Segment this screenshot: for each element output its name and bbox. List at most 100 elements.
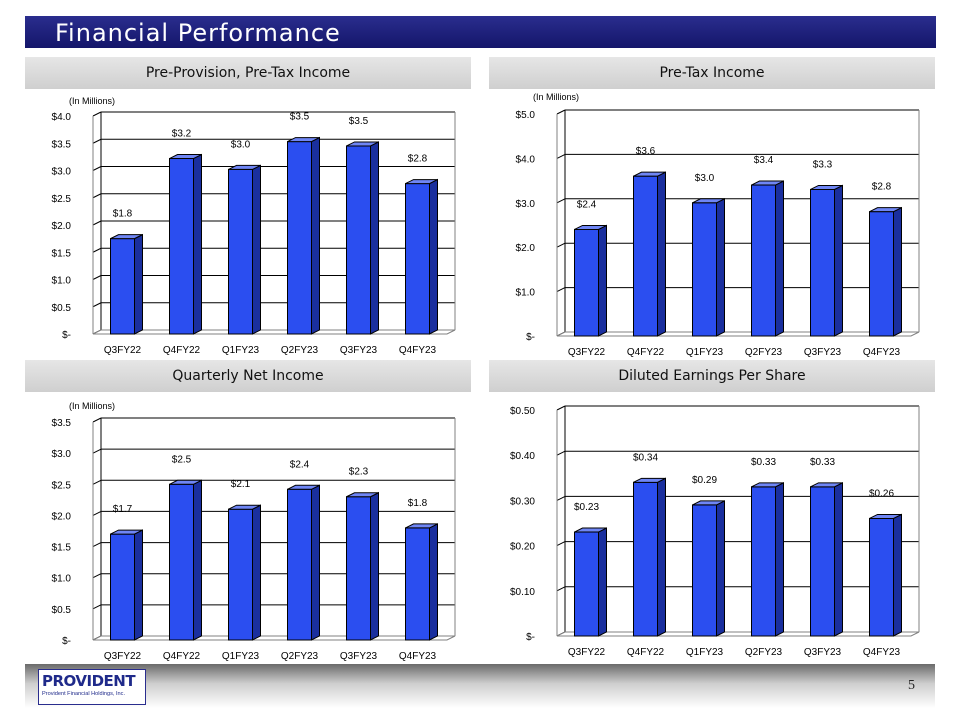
- bar-side: [252, 164, 261, 335]
- bar-side: [657, 477, 666, 637]
- plot-area: [93, 112, 455, 334]
- y-tick-label: $2.0: [516, 243, 536, 254]
- x-tick-label: Q3FY22: [104, 651, 142, 662]
- bar-side: [252, 504, 261, 641]
- y-tick-label: $0.5: [52, 303, 72, 314]
- bar-front: [633, 481, 658, 637]
- data-label: $3.5: [290, 112, 310, 123]
- data-label: $3.2: [172, 129, 192, 140]
- gridline-side: [92, 417, 102, 423]
- bar-front: [751, 486, 776, 637]
- plot-area: [93, 418, 455, 640]
- bar-Q4FY22: [633, 171, 666, 337]
- plot-floor: [556, 631, 920, 637]
- bar-side: [193, 479, 202, 641]
- bar-Q4FY23: [869, 513, 902, 637]
- data-label: $3.0: [231, 139, 251, 150]
- bar-side: [311, 136, 320, 335]
- bar-top: [346, 141, 379, 147]
- data-label: $3.6: [636, 146, 656, 157]
- bar-top: [810, 184, 843, 190]
- bar-top: [869, 513, 902, 519]
- y-tick-label: $1.5: [52, 248, 72, 259]
- bar-top: [228, 504, 261, 510]
- bar-front: [169, 483, 194, 641]
- y-tick-label: $0.50: [510, 406, 535, 417]
- bar-top: [574, 224, 607, 230]
- x-tick-label: Q3FY22: [568, 347, 606, 358]
- bar-front: [346, 145, 371, 335]
- bar-top: [869, 207, 902, 213]
- gridline-side: [92, 542, 102, 548]
- bar-Q4FY23: [405, 178, 438, 335]
- x-tick-label: Q4FY23: [863, 347, 901, 358]
- bar-top: [692, 500, 725, 506]
- x-tick-label: Q1FY23: [222, 345, 260, 356]
- data-label: $1.8: [113, 209, 133, 220]
- y-tick-label: $-: [526, 632, 535, 643]
- bar-Q1FY23: [692, 197, 725, 337]
- gridline-side: [556, 495, 566, 501]
- bar-side: [311, 484, 320, 641]
- bar-front: [574, 531, 599, 637]
- y-tick-label: $1.0: [52, 574, 72, 585]
- bar-front: [751, 184, 776, 337]
- plot-area: [557, 110, 919, 336]
- y-tick-label: $-: [62, 636, 71, 647]
- bar-side: [716, 500, 725, 637]
- bar-side: [598, 527, 607, 637]
- bar-front: [810, 486, 835, 637]
- logo-name: PROVIDENT: [42, 672, 136, 690]
- y-tick-label: $3.0: [516, 199, 536, 210]
- bar-Q1FY23: [692, 500, 725, 637]
- gridline-side: [556, 450, 566, 456]
- x-tick-label: Q4FY23: [863, 647, 901, 658]
- bar-top: [110, 234, 143, 240]
- gridline-side: [556, 109, 566, 115]
- page-number: 5: [908, 678, 915, 693]
- bar-side: [834, 184, 843, 337]
- bar-side: [193, 153, 202, 335]
- bar-Q4FY22: [169, 153, 202, 335]
- gridline-side: [92, 166, 102, 171]
- unit-label: (In Millions): [69, 401, 115, 411]
- x-tick-label: Q2FY23: [281, 345, 319, 356]
- slide-title: Financial Performance: [55, 19, 341, 47]
- gridline-side: [92, 573, 102, 579]
- bar-side: [893, 206, 902, 337]
- panel-header-net-income: Quarterly Net Income: [25, 360, 471, 392]
- bar-top: [346, 492, 379, 498]
- bar-front: [228, 168, 253, 335]
- bar-top: [287, 137, 320, 143]
- bar-top: [633, 477, 666, 483]
- bar-front: [287, 141, 312, 335]
- y-tick-label: $3.5: [52, 139, 72, 150]
- bar-Q2FY23: [751, 482, 784, 637]
- bar-Q3FY23: [810, 184, 843, 337]
- y-tick-label: $4.0: [516, 154, 536, 165]
- data-label: $0.23: [574, 502, 599, 513]
- bar-front: [633, 175, 658, 337]
- bar-side: [429, 523, 438, 641]
- bar-Q3FY22: [110, 233, 143, 335]
- gridline-side: [92, 247, 102, 253]
- chart-pre-tax-income: $- $1.0 $2.0 $3.0 $4.0 $5.0 $2.4 Q3FY22 $3.6 Q4FY…: [516, 92, 920, 358]
- gridline-side: [92, 604, 102, 610]
- y-tick-label: $-: [62, 330, 71, 341]
- plot-floor: [92, 329, 456, 335]
- data-label: $1.7: [113, 504, 133, 515]
- x-tick-label: Q4FY22: [627, 647, 665, 658]
- bar-Q4FY23: [405, 523, 438, 641]
- bar-top: [751, 482, 784, 488]
- bar-top: [405, 179, 438, 185]
- logo-tagline: Provident Financial Holdings, Inc.: [42, 691, 126, 697]
- bar-side: [598, 224, 607, 337]
- data-label: $0.34: [633, 452, 658, 463]
- data-label: $0.33: [751, 457, 776, 468]
- y-tick-label: $4.0: [52, 112, 72, 123]
- chart-quarterly-net-income: $- $0.5 $1.0 $1.5 $2.0 $2.5 $3.0 $3.5 $1.7 Q3FY22…: [52, 401, 456, 662]
- x-tick-label: Q4FY22: [163, 345, 201, 356]
- data-label: $0.29: [692, 475, 717, 486]
- slide-title-bar: Financial Performance: [25, 16, 936, 48]
- x-tick-label: Q3FY22: [104, 345, 142, 356]
